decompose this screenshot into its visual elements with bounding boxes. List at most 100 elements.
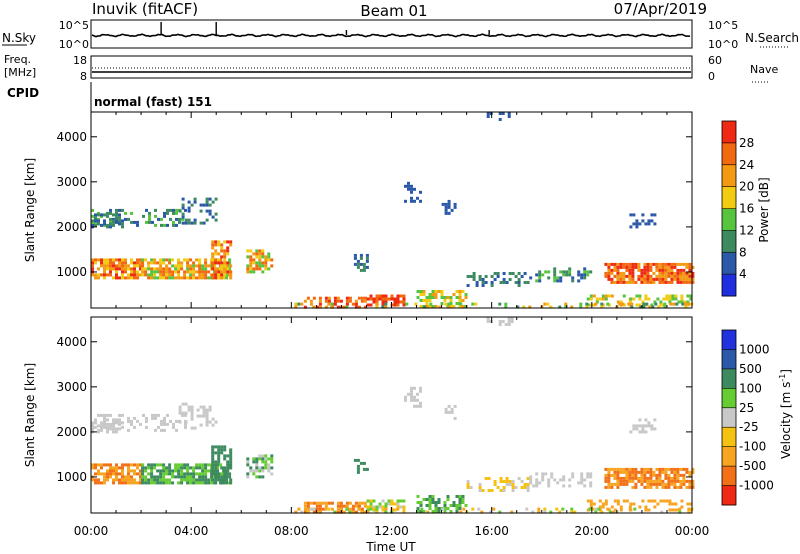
range-cell	[208, 420, 212, 424]
range-cell	[610, 505, 614, 509]
range-cell	[195, 463, 199, 467]
range-cell	[249, 466, 253, 470]
range-cell	[502, 486, 506, 489]
range-cell	[181, 215, 185, 219]
range-cell	[410, 398, 413, 402]
range-cell	[94, 418, 97, 422]
velocity-cbar-tick: 100	[739, 381, 762, 395]
range-cell	[336, 501, 340, 505]
range-cell	[585, 305, 589, 309]
range-cell	[318, 510, 322, 514]
range-cell	[647, 424, 651, 428]
range-cell	[205, 200, 209, 204]
range-cell	[655, 277, 659, 281]
range-cell	[628, 467, 632, 471]
range-cell	[115, 258, 118, 262]
range-cell	[115, 264, 118, 268]
range-cell	[664, 467, 668, 471]
range-cell	[159, 469, 163, 473]
range-cell	[205, 209, 209, 213]
range-cell	[118, 222, 121, 226]
range-cell	[610, 294, 614, 298]
range-cell	[141, 463, 145, 467]
range-cell	[168, 463, 172, 467]
range-cell	[511, 272, 515, 275]
range-cell	[249, 270, 253, 274]
range-cell	[469, 275, 473, 278]
range-cell	[351, 507, 355, 511]
range-cell	[598, 499, 602, 503]
range-cell	[159, 270, 163, 274]
range-cell	[142, 413, 145, 417]
range-cell	[634, 485, 638, 489]
range-cell	[168, 258, 172, 262]
range-cell	[508, 483, 512, 486]
range-cell	[659, 499, 663, 503]
range-cell	[646, 271, 650, 275]
range-cell	[625, 265, 629, 269]
range-cell	[91, 261, 94, 265]
range-cell	[447, 410, 451, 414]
range-cell	[646, 268, 650, 272]
range-cell	[452, 293, 456, 296]
range-cell	[538, 270, 542, 274]
range-cell	[366, 297, 370, 301]
range-cell	[354, 305, 358, 309]
range-cell	[187, 209, 191, 213]
range-cell	[217, 240, 221, 244]
range-cell	[106, 413, 109, 417]
range-cell	[144, 481, 148, 485]
range-cell	[665, 297, 669, 301]
range-cell	[217, 270, 221, 274]
range-cell	[538, 273, 542, 277]
range-cell	[428, 293, 432, 296]
range-cell	[315, 504, 319, 508]
range-cell	[145, 425, 148, 429]
range-cell	[159, 276, 163, 280]
range-cell	[589, 297, 593, 301]
range-cell	[306, 501, 310, 505]
range-cell	[124, 475, 127, 479]
range-cell	[638, 303, 642, 307]
frequency-panel: Freq. [MHz] 18 8 60 0 Nave	[4, 53, 778, 83]
range-cell	[402, 297, 406, 301]
range-cell	[523, 486, 527, 489]
range-cell	[419, 199, 422, 203]
range-cell	[622, 277, 626, 281]
range-cell	[461, 290, 465, 293]
range-cell	[647, 222, 651, 226]
range-cell	[261, 255, 265, 259]
range-cell	[223, 466, 227, 470]
range-cell	[655, 268, 659, 272]
range-cell	[258, 258, 262, 262]
range-cell	[208, 203, 212, 207]
range-cell	[681, 302, 685, 306]
range-cell	[493, 278, 497, 281]
range-cell	[486, 112, 490, 115]
x-tick-label: 00:00	[675, 524, 710, 538]
range-cell	[458, 296, 462, 299]
range-cell	[118, 208, 121, 212]
range-cell	[360, 510, 364, 514]
freq-tick-high: 18	[73, 54, 87, 67]
range-cell	[190, 221, 194, 225]
range-cell	[330, 507, 334, 511]
range-cell	[595, 300, 599, 304]
range-cell	[178, 420, 182, 424]
range-cell	[219, 258, 223, 262]
range-cell	[586, 472, 590, 476]
range-cell	[186, 264, 190, 268]
range-cell	[637, 265, 641, 269]
range-cell	[130, 469, 133, 473]
range-cell	[150, 478, 154, 482]
range-cell	[631, 485, 635, 489]
power-data	[91, 112, 695, 309]
range-cell	[201, 276, 205, 280]
range-cell	[472, 275, 476, 278]
range-cell	[100, 264, 103, 268]
range-cell	[211, 448, 215, 452]
range-cell	[481, 281, 485, 284]
range-cell	[171, 276, 175, 280]
range-cell	[425, 504, 429, 507]
range-cell	[252, 261, 256, 265]
